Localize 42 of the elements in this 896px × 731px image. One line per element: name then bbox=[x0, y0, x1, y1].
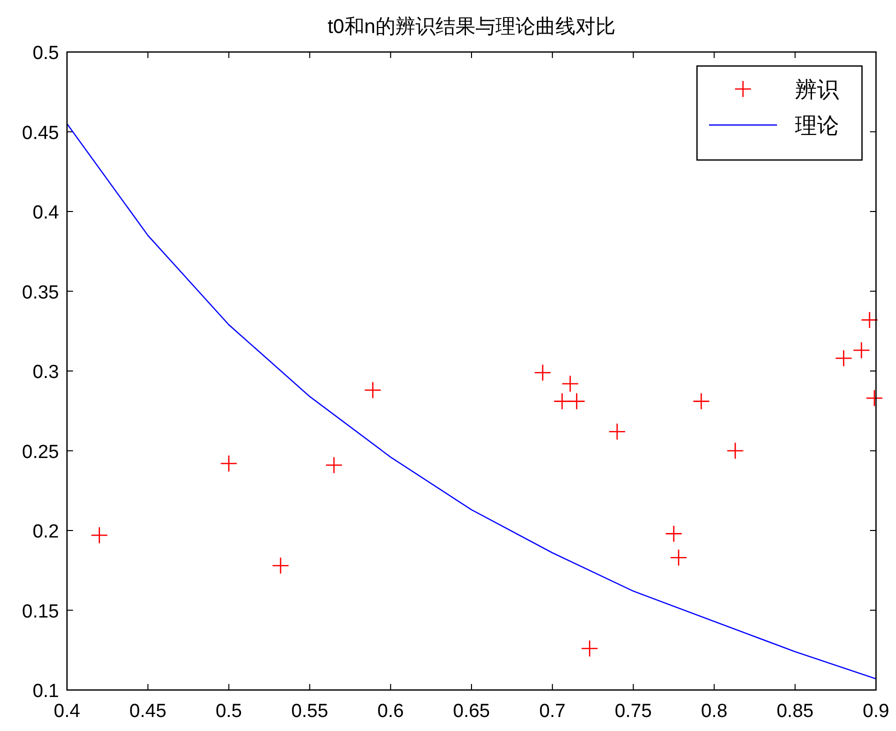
legend-label: 辨识 bbox=[795, 77, 839, 102]
point bbox=[608, 422, 626, 440]
x-tick-label: 0.4 bbox=[54, 701, 81, 722]
point bbox=[562, 375, 579, 392]
point bbox=[364, 381, 382, 399]
x-tick-label: 0.85 bbox=[776, 701, 814, 722]
point bbox=[670, 548, 688, 566]
point bbox=[692, 392, 710, 410]
y-tick-label: 0.5 bbox=[32, 43, 59, 64]
point bbox=[852, 342, 870, 359]
point bbox=[866, 389, 884, 407]
legend-label: 理论 bbox=[795, 113, 839, 138]
x-tick-label: 0.75 bbox=[614, 701, 652, 722]
point bbox=[568, 392, 586, 410]
y-tick-label: 0.25 bbox=[22, 442, 59, 463]
point bbox=[860, 311, 878, 329]
x-tick-label: 0.7 bbox=[539, 701, 566, 722]
point bbox=[272, 556, 290, 574]
x-tick-label: 0.9 bbox=[862, 701, 890, 722]
point bbox=[580, 640, 598, 658]
point bbox=[534, 364, 552, 382]
x-tick-label: 0.45 bbox=[129, 701, 166, 722]
point bbox=[90, 526, 108, 544]
y-tick-label: 0.15 bbox=[22, 601, 59, 622]
x-tick-label: 0.6 bbox=[377, 701, 404, 722]
y-tick-label: 0.3 bbox=[32, 362, 59, 383]
y-tick-label: 0.1 bbox=[32, 681, 59, 702]
chart-title: t0和n的辨识结果与理论曲线对比 bbox=[328, 16, 616, 38]
x-tick-label: 0.8 bbox=[700, 701, 728, 722]
y-tick-label: 0.45 bbox=[22, 122, 59, 144]
point bbox=[726, 442, 744, 460]
y-tick-label: 0.35 bbox=[22, 282, 59, 304]
x-tick-label: 0.65 bbox=[453, 701, 490, 722]
point bbox=[553, 392, 571, 410]
x-tick-label: 0.55 bbox=[291, 701, 328, 722]
point bbox=[325, 456, 343, 474]
point bbox=[220, 454, 238, 472]
point bbox=[665, 525, 682, 542]
point bbox=[834, 350, 852, 367]
y-tick-label: 0.2 bbox=[32, 522, 59, 542]
x-tick-label: 0.5 bbox=[216, 701, 242, 722]
y-tick-label: 0.4 bbox=[32, 202, 60, 224]
